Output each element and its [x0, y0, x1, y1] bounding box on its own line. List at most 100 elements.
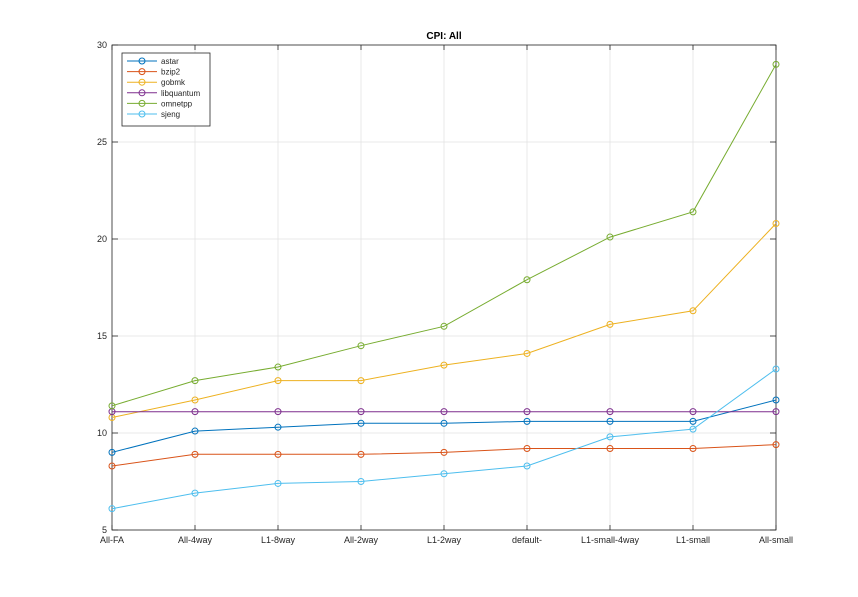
legend-swatch-marker [138, 78, 146, 86]
data-point [606, 445, 614, 453]
y-tick-label: 25 [97, 137, 107, 147]
y-tick-label: 30 [97, 40, 107, 50]
data-point [108, 505, 116, 513]
series-line [111, 64, 777, 407]
y-tick-label: 15 [97, 331, 107, 341]
series-line [111, 399, 777, 453]
data-point [357, 450, 365, 458]
legend-swatch-marker [138, 89, 146, 97]
data-point [772, 219, 780, 227]
data-point [772, 441, 780, 449]
data-point [357, 408, 365, 416]
legend-swatch-marker [138, 57, 146, 65]
data-point [440, 448, 448, 456]
legend-item: sjeng [127, 110, 180, 119]
series-line [111, 223, 777, 418]
legend-item: omnetpp [127, 99, 193, 108]
data-point [274, 450, 282, 458]
series-bzip2 [108, 441, 780, 470]
data-point [523, 408, 531, 416]
series-sjeng [108, 365, 780, 513]
chart-title: CPI: All [426, 31, 461, 42]
data-point [689, 425, 697, 433]
data-point [772, 60, 780, 68]
data-point [523, 276, 531, 284]
data-point [108, 462, 116, 470]
legend-swatch-marker [138, 110, 146, 118]
data-point [274, 377, 282, 385]
legend-label: sjeng [161, 110, 180, 119]
data-point [689, 408, 697, 416]
data-point [689, 208, 697, 216]
data-point [191, 377, 199, 385]
legend-item: gobmk [127, 78, 186, 87]
data-point [108, 448, 116, 456]
data-point [191, 427, 199, 435]
data-point [523, 349, 531, 357]
x-tick-label: L1-2way [427, 535, 462, 545]
x-tick-label: All-4way [178, 535, 213, 545]
data-point [523, 445, 531, 453]
x-tick-label: L1-8way [261, 535, 296, 545]
data-point [191, 408, 199, 416]
legend-label: omnetpp [161, 99, 193, 108]
data-point [191, 396, 199, 404]
data-point [191, 450, 199, 458]
data-point [523, 462, 531, 470]
series-libquantum [108, 408, 780, 416]
data-point [606, 408, 614, 416]
data-point [689, 445, 697, 453]
data-point [108, 402, 116, 410]
data-point [357, 342, 365, 350]
y-tick-label: 5 [102, 525, 107, 535]
data-point [606, 233, 614, 241]
data-point [606, 417, 614, 425]
x-tick-label: All-FA [100, 535, 124, 545]
data-point [772, 408, 780, 416]
legend-item: bzip2 [127, 68, 181, 77]
data-point [523, 417, 531, 425]
x-tick-label: All-2way [344, 535, 379, 545]
data-point [606, 433, 614, 441]
series-group [108, 60, 780, 513]
series-omnetpp [108, 60, 780, 410]
data-point [357, 377, 365, 385]
axis-ticks: All-FA All-4way L1-8way All-2way L1-2way defa… [97, 40, 793, 545]
legend-label: astar [161, 57, 179, 66]
x-tick-label: All-small [759, 535, 793, 545]
data-point [772, 365, 780, 373]
legend-swatch-marker [138, 68, 146, 76]
legend-swatch-marker [138, 99, 146, 107]
data-point [191, 489, 199, 497]
data-point [689, 307, 697, 315]
y-tick-label: 10 [97, 428, 107, 438]
data-point [440, 322, 448, 330]
legend-label: bzip2 [161, 68, 181, 77]
series-line [111, 444, 777, 467]
data-point [440, 470, 448, 478]
series-astar [108, 396, 780, 456]
data-point [440, 361, 448, 369]
series-line [111, 368, 777, 510]
x-tick-label: default- [512, 535, 542, 545]
data-point [274, 363, 282, 371]
legend-item: astar [127, 57, 179, 66]
data-point [606, 320, 614, 328]
data-point [357, 478, 365, 485]
data-point [689, 417, 697, 425]
series-gobmk [108, 219, 780, 421]
x-tick-label: L1-small-4way [581, 535, 640, 545]
data-point [274, 479, 282, 487]
data-point [274, 408, 282, 416]
x-tick-label: L1-small [676, 535, 710, 545]
data-point [274, 423, 282, 431]
data-point [772, 396, 780, 404]
legend-label: libquantum [161, 89, 200, 98]
legend-item: libquantum [127, 89, 200, 98]
data-point [440, 408, 448, 416]
data-point [440, 419, 448, 427]
y-tick-label: 20 [97, 234, 107, 244]
legend-label: gobmk [161, 78, 186, 87]
